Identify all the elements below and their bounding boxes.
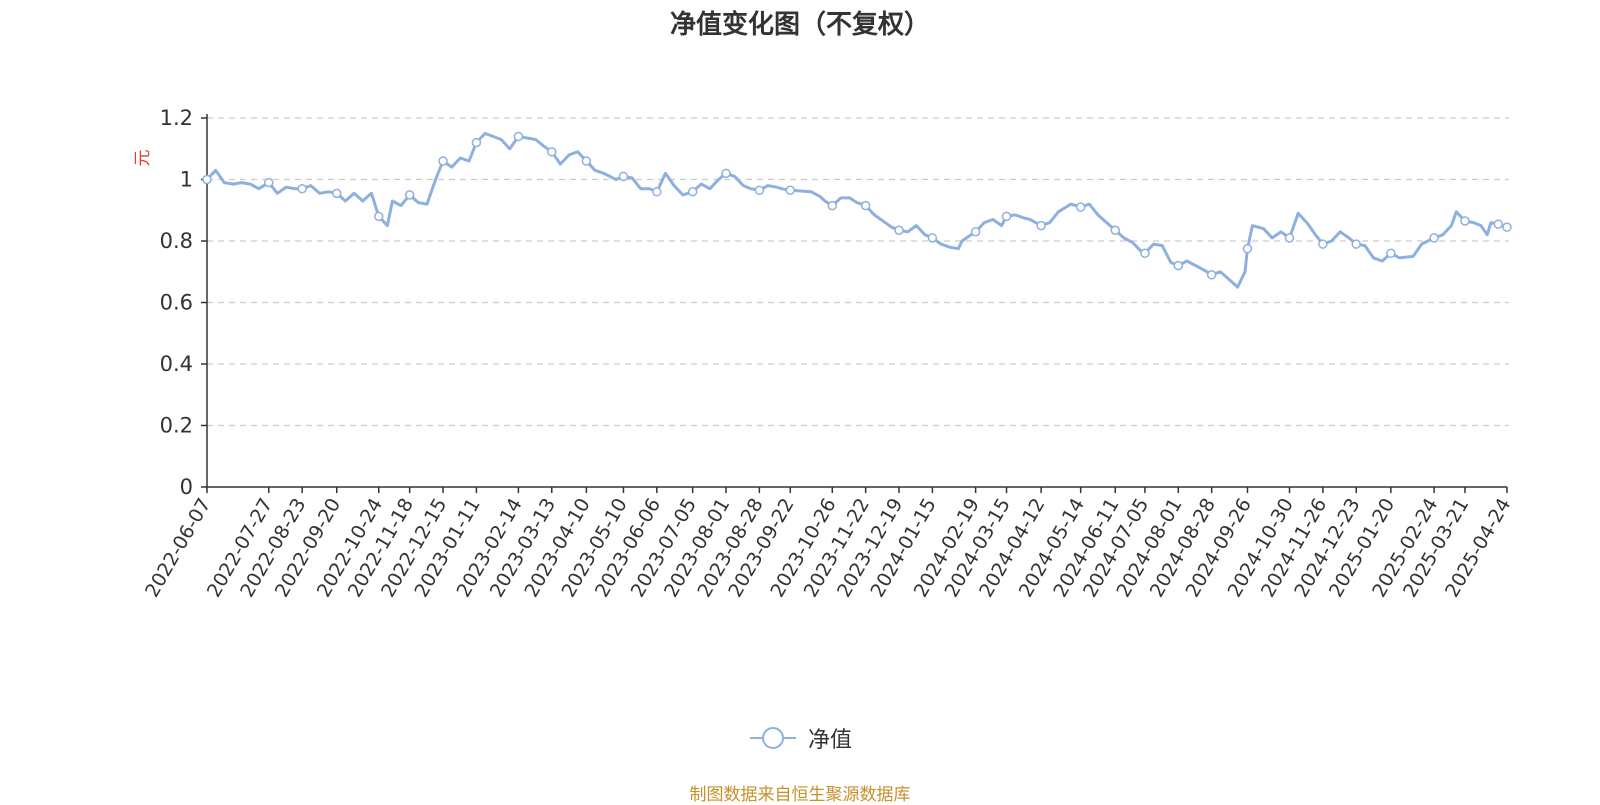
legend-line-circle-icon — [749, 727, 796, 749]
data-point-marker[interactable] — [1318, 239, 1328, 249]
legend: 净值 — [0, 722, 1600, 755]
data-point-marker[interactable] — [1140, 248, 1150, 259]
data-point-marker[interactable] — [1284, 233, 1295, 243]
data-point-marker[interactable] — [754, 185, 765, 196]
data-point-marker[interactable] — [1206, 270, 1217, 280]
data-point-marker[interactable] — [1110, 225, 1121, 235]
legend-label: 净值 — [807, 728, 852, 753]
series-net-value — [205, 131, 1509, 289]
data-point-marker[interactable] — [404, 190, 415, 200]
data-point-marker[interactable] — [374, 211, 384, 222]
data-point-marker[interactable] — [618, 171, 629, 182]
data-point-marker[interactable] — [1493, 219, 1504, 229]
data-point-marker[interactable] — [652, 187, 662, 197]
data-point-marker[interactable] — [1351, 239, 1361, 249]
data-point-marker[interactable] — [927, 233, 938, 243]
data-point-marker[interactable] — [1429, 233, 1439, 243]
data-point-marker[interactable] — [860, 200, 871, 211]
y-tick-label: 1.2 — [160, 106, 193, 130]
y-tick-label: 0.4 — [160, 352, 193, 376]
x-tick-label: 2022-06-07 — [141, 495, 215, 602]
y-tick-label: 0 — [180, 475, 193, 499]
data-point-marker[interactable] — [1173, 260, 1184, 271]
data-point-marker[interactable] — [1242, 243, 1253, 254]
data-point-marker[interactable] — [332, 188, 342, 199]
data-point-marker[interactable] — [471, 137, 482, 148]
data-point-marker[interactable] — [547, 147, 557, 157]
data-point-marker[interactable] — [1460, 216, 1470, 226]
data-point-marker[interactable] — [1075, 202, 1086, 212]
data-point-marker[interactable] — [721, 168, 731, 179]
data-point-marker[interactable] — [1001, 211, 1012, 222]
y-tick-label: 0.8 — [160, 229, 193, 253]
data-point-marker[interactable] — [1502, 222, 1512, 232]
data-point-marker[interactable] — [264, 177, 274, 188]
data-point-marker[interactable] — [827, 200, 838, 211]
source-note: 制图数据来自恒生聚源数据库 — [689, 785, 911, 805]
y-axis-title: 元 — [133, 150, 153, 167]
y-tick-label: 0.2 — [160, 414, 193, 438]
data-point-marker[interactable] — [438, 156, 448, 166]
data-point-marker[interactable] — [1036, 220, 1046, 231]
data-point-marker[interactable] — [581, 156, 592, 166]
data-point-marker[interactable] — [970, 227, 981, 237]
series-markers — [202, 131, 1512, 280]
y-tick-label: 1 — [180, 168, 193, 192]
series-line-net-value[interactable] — [205, 131, 1509, 289]
data-point-marker[interactable] — [1386, 248, 1396, 259]
legend-item-net-value[interactable]: 净值 — [748, 722, 852, 754]
data-point-marker[interactable] — [894, 225, 904, 235]
grid-lines — [207, 117, 1509, 427]
data-point-marker[interactable] — [785, 185, 796, 196]
chart-title: 净值变化图（不复权） — [669, 10, 930, 40]
y-tick-label: 0.6 — [160, 291, 193, 315]
data-point-marker[interactable] — [202, 174, 212, 185]
data-point-marker[interactable] — [687, 187, 698, 197]
axes: 00.20.40.60.811.22022-06-072022-07-27202… — [141, 106, 1515, 601]
data-point-marker[interactable] — [297, 183, 307, 194]
data-point-marker[interactable] — [513, 131, 524, 142]
